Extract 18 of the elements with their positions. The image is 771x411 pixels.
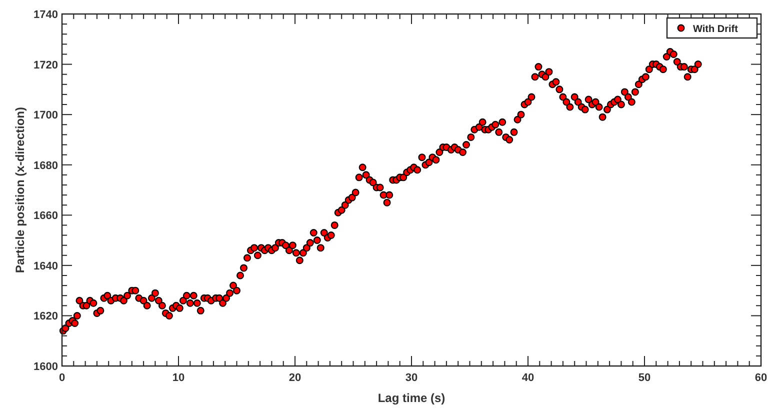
y-tick-label: 1700 (34, 110, 58, 122)
x-tick-label: 0 (58, 372, 66, 384)
y-tick-label: 1640 (34, 260, 58, 272)
y-tick-label: 1720 (34, 59, 58, 72)
y-tick-label: 1740 (34, 9, 58, 21)
x-tick-label: 30 (405, 372, 418, 384)
y-tick-label: 1620 (34, 310, 58, 323)
x-tick-label: 10 (172, 372, 185, 384)
y-tick-label: 1600 (34, 361, 58, 373)
x-axis-title: Lag time (s) (378, 391, 446, 405)
x-tick-label: 50 (638, 372, 651, 384)
y-tick-label: 1680 (34, 160, 58, 172)
legend-label: With Drift (693, 24, 739, 35)
x-tick-label: 60 (754, 372, 768, 384)
y-axis-title: Particle position (x-direction) (13, 106, 27, 274)
y-tick-label: 1660 (34, 210, 58, 222)
x-tick-label: 20 (288, 372, 302, 384)
x-tick-label: 40 (522, 372, 534, 384)
